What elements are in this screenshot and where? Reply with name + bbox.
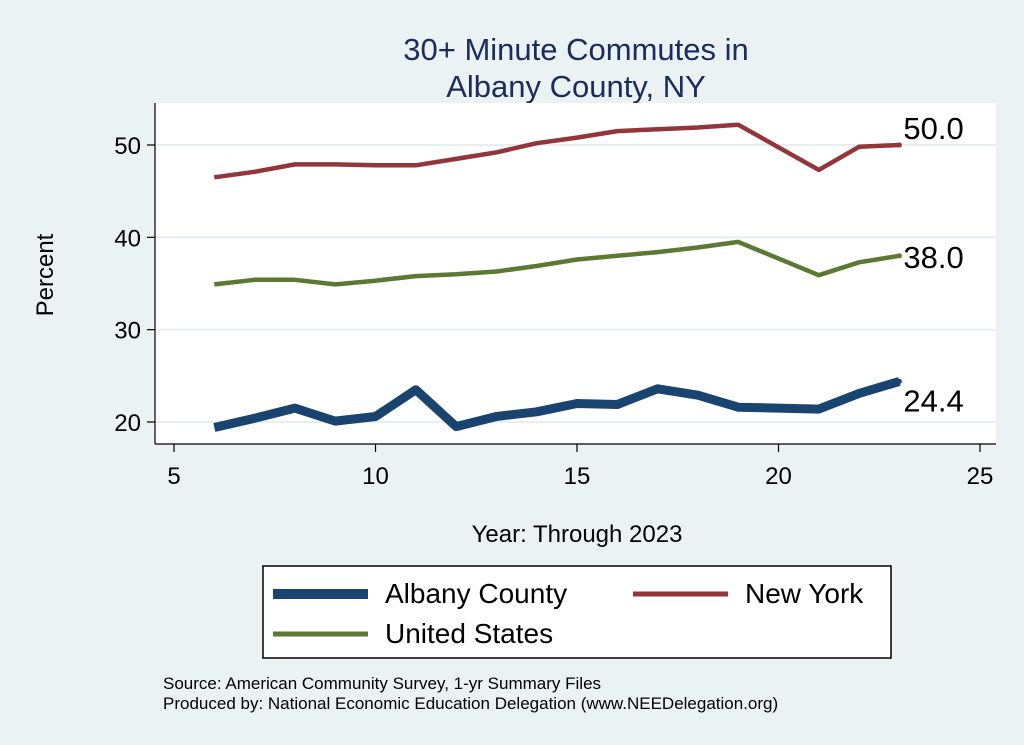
axis-ticks: 20 30 40 50 5 10 15 20 25: [114, 133, 993, 490]
series-line-albany-county: [213, 377, 901, 432]
grid-lines: [155, 144, 996, 423]
produced-by-note: Produced by: National Economic Education…: [163, 694, 778, 713]
x-tick-label-15: 15: [564, 463, 591, 490]
y-tick-label-20: 20: [114, 410, 141, 437]
end-label-albany-county: 24.4: [903, 383, 963, 418]
legend-label-united-states: United States: [385, 618, 553, 649]
series-lines: [213, 122, 901, 432]
legend-box: [262, 565, 892, 659]
legend-label-albany-county: Albany County: [385, 578, 567, 609]
series-line-united-states: [214, 239, 900, 287]
y-tick-label-50: 50: [114, 133, 141, 160]
chart-title-line-1: 30+ Minute Commutes in: [403, 32, 748, 67]
end-marker-new-york: [896, 142, 902, 148]
end-marker-united-states: [896, 253, 902, 259]
end-label-new-york: 50.0: [903, 111, 963, 146]
x-tick-label-10: 10: [362, 463, 389, 490]
end-label-united-states: 38.0: [903, 240, 963, 275]
end-marker-albany-county: [896, 378, 902, 384]
x-tick-label-25: 25: [967, 463, 994, 490]
y-axis-title: Percent: [32, 233, 59, 316]
y-tick-label-30: 30: [114, 318, 141, 345]
plot-area: [155, 103, 996, 444]
chart-title-line-2: Albany County, NY: [446, 69, 706, 104]
source-note: Source: American Community Survey, 1-yr …: [163, 674, 601, 693]
end-labels: 24.4 50.0 38.0: [896, 111, 964, 418]
series-line-new-york: [213, 122, 900, 180]
x-tick-label-5: 5: [167, 463, 180, 490]
x-axis-title: Year: Through 2023: [472, 521, 683, 548]
x-tick-label-20: 20: [765, 463, 792, 490]
y-tick-label-40: 40: [114, 225, 141, 252]
legend-label-new-york: New York: [745, 578, 864, 609]
